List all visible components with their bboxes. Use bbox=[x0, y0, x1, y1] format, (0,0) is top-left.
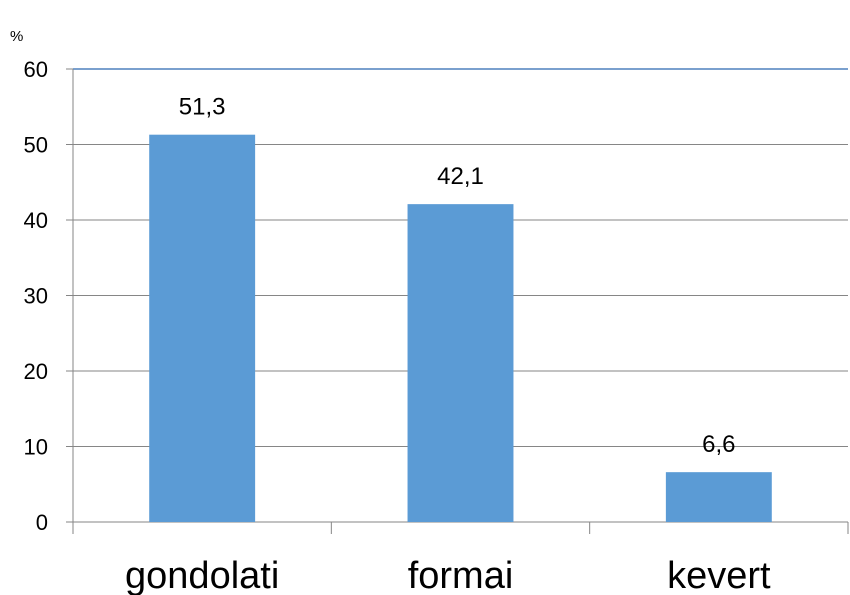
data-label-gondolati: 51,3 bbox=[179, 94, 226, 121]
x-category-label-formai: formai bbox=[408, 555, 514, 595]
data-labels: 51,3 42,1 6,6 bbox=[179, 94, 736, 458]
y-tick-labels: 0 10 20 30 40 50 60 bbox=[24, 57, 48, 535]
y-tick-label-20: 20 bbox=[24, 359, 48, 384]
x-category-label-gondolati: gondolati bbox=[125, 555, 279, 595]
bar-gondolati bbox=[149, 134, 256, 522]
y-tick-label-0: 0 bbox=[36, 510, 48, 535]
x-category-labels: gondolati formai kevert bbox=[125, 555, 771, 595]
y-tick-label-30: 30 bbox=[24, 284, 48, 309]
y-tick-label-60: 60 bbox=[24, 57, 48, 82]
x-category-label-kevert: kevert bbox=[667, 555, 771, 595]
y-tick-label-40: 40 bbox=[24, 208, 48, 233]
bar-kevert bbox=[665, 472, 772, 522]
bar-formai bbox=[407, 204, 514, 522]
data-label-kevert: 6,6 bbox=[702, 431, 735, 458]
bars bbox=[149, 134, 772, 522]
y-tick-label-50: 50 bbox=[24, 133, 48, 158]
y-tick-label-10: 10 bbox=[24, 435, 48, 460]
data-label-formai: 42,1 bbox=[437, 163, 484, 190]
y-unit-label: % bbox=[10, 28, 24, 45]
